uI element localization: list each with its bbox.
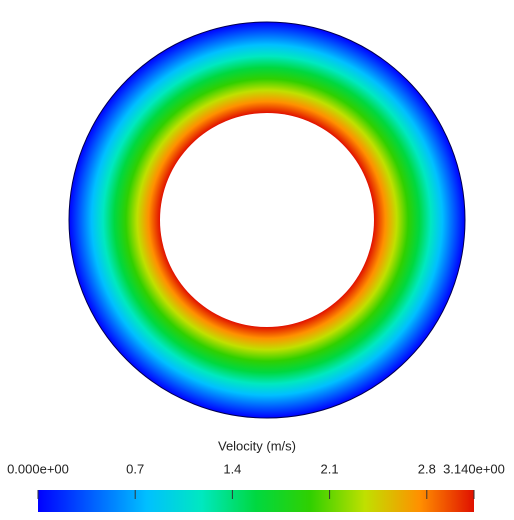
tick-label: 2.8 [418, 461, 436, 476]
inner-hole [160, 113, 374, 327]
tick-label: 1.4 [223, 461, 241, 476]
colorbar [38, 490, 474, 512]
tick-label: 0.000e+00 [7, 461, 69, 476]
tick-label: 0.7 [126, 461, 144, 476]
tick-label: 2.1 [321, 461, 339, 476]
colorbar-title: Velocity (m/s) [218, 438, 296, 453]
tick-label: 3.140e+00 [443, 461, 505, 476]
